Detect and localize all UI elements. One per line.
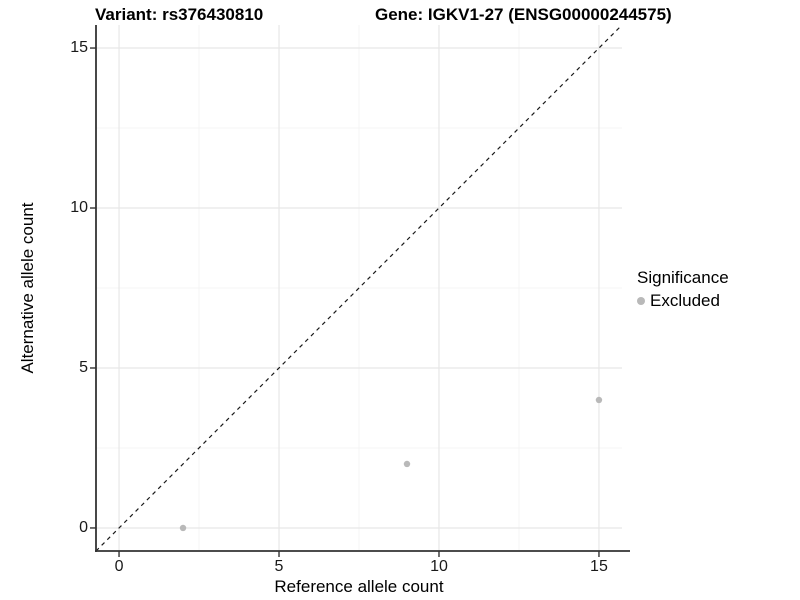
legend-title: Significance <box>637 268 729 287</box>
x-tick-label: 5 <box>274 558 284 575</box>
y-tick-label: 10 <box>70 199 88 216</box>
y-tick-label: 0 <box>79 518 88 536</box>
plot-title-gene: Gene: IGKV1-27 (ENSG00000244575) <box>375 5 672 24</box>
y-tick-label: 15 <box>70 39 88 57</box>
data-point <box>179 524 187 532</box>
excluded-point-icon <box>637 297 645 305</box>
x-tick-label: 15 <box>590 558 608 575</box>
y-axis-title: Alternative allele count <box>18 202 37 374</box>
x-tick-label: 0 <box>114 558 124 575</box>
data-point <box>595 396 603 404</box>
x-axis-title: Reference allele count <box>274 577 444 596</box>
legend: Significance Excluded <box>637 268 729 311</box>
plot-title-variant: Variant: rs376430810 <box>95 5 264 24</box>
data-point <box>403 460 411 468</box>
legend-item-label: Excluded <box>650 291 720 310</box>
identity-reference-line <box>95 24 623 552</box>
legend-item-excluded: Excluded <box>637 291 729 311</box>
y-tick-label: 5 <box>79 358 88 376</box>
x-tick-label: 10 <box>430 558 448 575</box>
